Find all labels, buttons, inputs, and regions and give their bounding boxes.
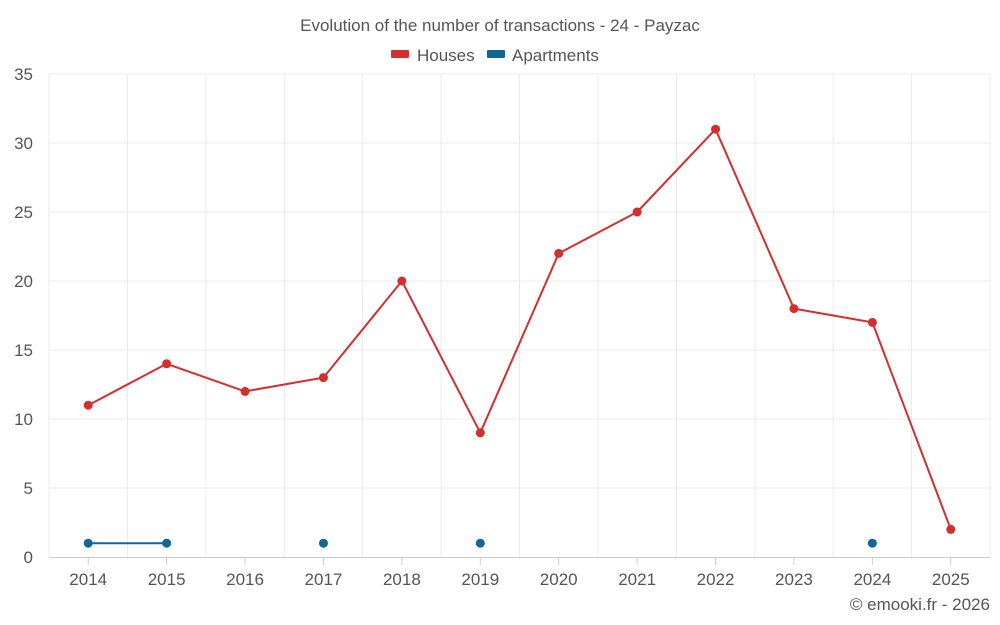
data-point-houses[interactable] <box>397 276 407 286</box>
data-point-houses[interactable] <box>475 428 485 438</box>
data-point-apartments[interactable] <box>83 538 93 548</box>
legend-swatch-houses <box>391 50 409 58</box>
x-tick-label: 2014 <box>69 570 107 589</box>
data-point-houses[interactable] <box>162 359 172 369</box>
legend-swatch-apartments <box>487 50 505 58</box>
data-point-houses[interactable] <box>711 124 721 134</box>
data-point-houses[interactable] <box>240 386 250 396</box>
y-tick-label: 10 <box>14 410 33 429</box>
x-tick-label: 2023 <box>775 570 813 589</box>
x-tick-label: 2020 <box>540 570 578 589</box>
data-point-houses[interactable] <box>83 400 93 410</box>
y-tick-label: 5 <box>24 479 33 498</box>
x-tick-label: 2024 <box>853 570 891 589</box>
y-axis-tick-labels: 0 5 10 15 20 25 30 35 <box>14 65 33 567</box>
y-tick-label: 35 <box>14 65 33 84</box>
legend-label-apartments: Apartments <box>512 46 599 65</box>
data-point-houses[interactable] <box>946 524 956 534</box>
x-tick-label: 2019 <box>461 570 499 589</box>
x-tick-label: 2018 <box>383 570 421 589</box>
y-tick-label: 30 <box>14 134 33 153</box>
x-tick-label: 2017 <box>305 570 343 589</box>
series-layer <box>83 124 956 548</box>
x-tick-label: 2025 <box>932 570 970 589</box>
chart-credit: © emooki.fr - 2026 <box>850 595 990 614</box>
legend-label-houses: Houses <box>417 46 475 65</box>
data-point-apartments[interactable] <box>162 538 172 548</box>
series-line-houses <box>87 128 952 530</box>
x-gridlines <box>48 74 991 557</box>
data-point-houses[interactable] <box>554 248 564 258</box>
x-axis-tick-labels: 2014 2015 2016 2017 2018 2019 2020 2021 2022 2023… <box>69 557 970 589</box>
series-apartments <box>83 538 877 548</box>
x-tick-label: 2016 <box>226 570 264 589</box>
data-point-houses[interactable] <box>632 207 642 217</box>
data-point-apartments[interactable] <box>475 538 485 548</box>
series-houses <box>83 124 956 534</box>
data-point-houses[interactable] <box>318 373 328 383</box>
y-tick-label: 15 <box>14 341 33 360</box>
y-tick-label: 0 <box>24 548 33 567</box>
legend: Houses Apartments <box>391 46 599 65</box>
data-point-apartments[interactable] <box>867 538 877 548</box>
legend-item-apartments[interactable]: Apartments <box>487 46 599 65</box>
data-point-houses[interactable] <box>789 304 799 314</box>
x-tick-label: 2021 <box>618 570 656 589</box>
chart-title: Evolution of the number of transactions … <box>300 16 700 35</box>
x-tick-label: 2015 <box>148 570 186 589</box>
y-tick-label: 20 <box>14 272 33 291</box>
y-tick-label: 25 <box>14 203 33 222</box>
x-tick-label: 2022 <box>697 570 735 589</box>
data-point-apartments[interactable] <box>318 538 328 548</box>
data-point-houses[interactable] <box>867 317 877 327</box>
legend-item-houses[interactable]: Houses <box>391 46 475 65</box>
